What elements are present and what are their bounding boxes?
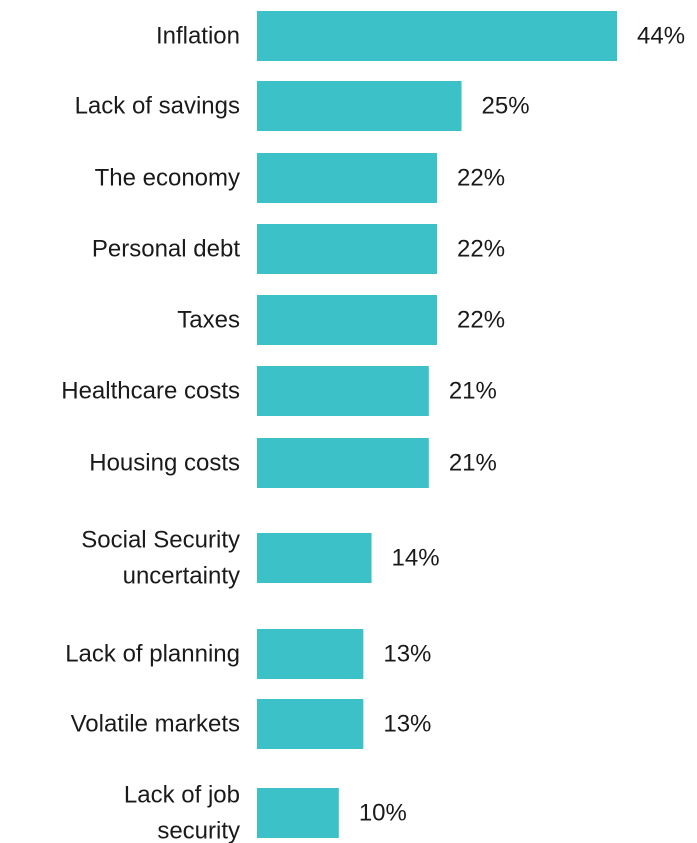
data-label: 13% (383, 641, 431, 668)
bar (257, 366, 429, 416)
data-label: 44% (637, 23, 685, 50)
category-label: Volatile markets (71, 711, 240, 738)
category-label: uncertainty (123, 563, 240, 590)
category-label: Lack of planning (65, 641, 240, 668)
data-label: 13% (383, 711, 431, 738)
bar (257, 295, 437, 345)
data-label: 14% (392, 545, 440, 572)
bar (257, 153, 437, 203)
data-label: 21% (449, 450, 497, 477)
bar (257, 11, 617, 61)
category-label: Inflation (156, 23, 240, 50)
bar (257, 629, 364, 679)
bar (257, 81, 462, 131)
category-label: Lack of savings (75, 93, 240, 120)
category-label: Social Security (81, 527, 240, 554)
data-label: 22% (457, 236, 505, 263)
category-label: Healthcare costs (61, 378, 240, 405)
bar (257, 438, 429, 488)
bar (257, 788, 339, 838)
bar (257, 224, 437, 274)
category-label: security (157, 818, 240, 843)
category-label: Taxes (177, 307, 240, 334)
data-label: 21% (449, 378, 497, 405)
data-label: 10% (359, 800, 407, 827)
category-label: Housing costs (89, 450, 240, 477)
bar (257, 699, 364, 749)
data-label: 22% (457, 165, 505, 192)
category-label: Personal debt (92, 236, 240, 263)
data-label: 22% (457, 307, 505, 334)
bar (257, 533, 372, 583)
category-label: Lack of job (124, 782, 240, 809)
category-label: The economy (95, 165, 240, 192)
data-label: 25% (482, 93, 530, 120)
